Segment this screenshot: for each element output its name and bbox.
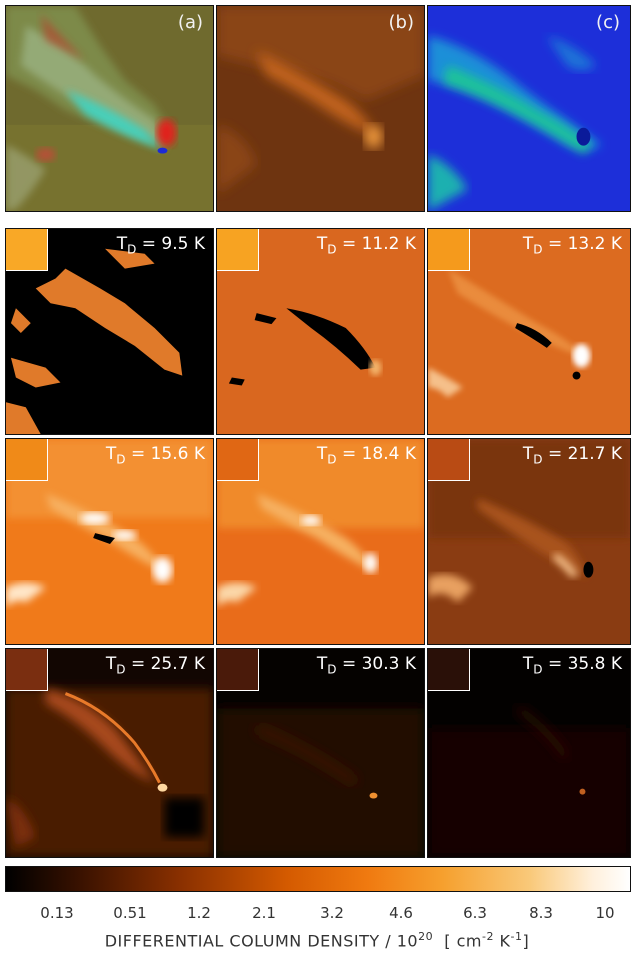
- temp-panel-9-image: [428, 705, 630, 857]
- temp-label-7: TD = 25.7 K: [105, 654, 205, 677]
- temp-label-8: TD = 30.3 K: [316, 654, 416, 677]
- panel-b-image: [217, 6, 424, 211]
- temp-swatch-4: [6, 439, 48, 481]
- colorbar-tick: 3.2: [320, 904, 344, 922]
- colorbar-title: DIFFERENTIAL COLUMN DENSITY / 1020 [ cm-…: [104, 930, 530, 951]
- temp-swatch-2: [217, 229, 259, 271]
- temp-swatch-3: [428, 229, 470, 271]
- temp-label-5: TD = 18.4 K: [316, 444, 416, 467]
- colorbar-tick: 10: [595, 904, 615, 922]
- temp-panel-7: TD = 25.7 K: [5, 648, 214, 858]
- colorbar-tick: 0.13: [40, 904, 74, 922]
- colorbar: [5, 866, 631, 892]
- temp-label-9: TD = 35.8 K: [522, 654, 622, 677]
- temp-panel-5: TD = 18.4 K: [216, 438, 425, 645]
- colorbar-tick: 4.6: [389, 904, 413, 922]
- colorbar-tick: 8.3: [529, 904, 553, 922]
- temp-label-1: TD = 9.5 K: [116, 234, 205, 257]
- temp-swatch-9: [428, 649, 470, 691]
- panel-b-tag: (b): [388, 12, 414, 33]
- temp-panel-8: TD = 30.3 K: [216, 648, 425, 858]
- temp-panel-2: TD = 11.2 K: [216, 228, 425, 435]
- temp-panel-3-image: [428, 268, 591, 398]
- temp-panel-2-image: [228, 308, 382, 386]
- colorbar-tick: 1.2: [187, 904, 211, 922]
- panel-b: (b): [216, 5, 425, 212]
- temp-swatch-8: [217, 649, 259, 691]
- colorbar-tick: 2.1: [252, 904, 276, 922]
- temp-label-4: TD = 15.6 K: [105, 444, 205, 467]
- panel-c-image: [428, 6, 630, 211]
- temp-panel-4: TD = 15.6 K: [5, 438, 214, 645]
- temp-panel-7-image: [6, 688, 213, 857]
- colorbar-tick: 6.3: [463, 904, 487, 922]
- temp-panel-3: TD = 13.2 K: [427, 228, 631, 435]
- panel-c: (c): [427, 5, 631, 212]
- temp-panel-6: TD = 21.7 K: [427, 438, 631, 645]
- temp-label-2: TD = 11.2 K: [316, 234, 416, 257]
- temp-swatch-7: [6, 649, 48, 691]
- panel-c-tag: (c): [596, 12, 620, 33]
- panel-a: (a): [5, 5, 214, 212]
- temp-label-6: TD = 21.7 K: [522, 444, 622, 467]
- temp-label-3: TD = 13.2 K: [522, 234, 622, 257]
- temp-panel-1: TD = 9.5 K: [5, 228, 214, 435]
- panel-a-image: [6, 6, 213, 211]
- temp-panel-9: TD = 35.8 K: [427, 648, 631, 858]
- temp-panel-8-image: [217, 708, 424, 857]
- temp-panel-1-image: [6, 248, 183, 434]
- panel-a-tag: (a): [177, 12, 203, 33]
- temp-swatch-1: [6, 229, 48, 271]
- temp-panel-5-image: [217, 439, 424, 608]
- temp-swatch-5: [217, 439, 259, 481]
- temp-swatch-6: [428, 439, 470, 481]
- colorbar-tick: 0.51: [113, 904, 147, 922]
